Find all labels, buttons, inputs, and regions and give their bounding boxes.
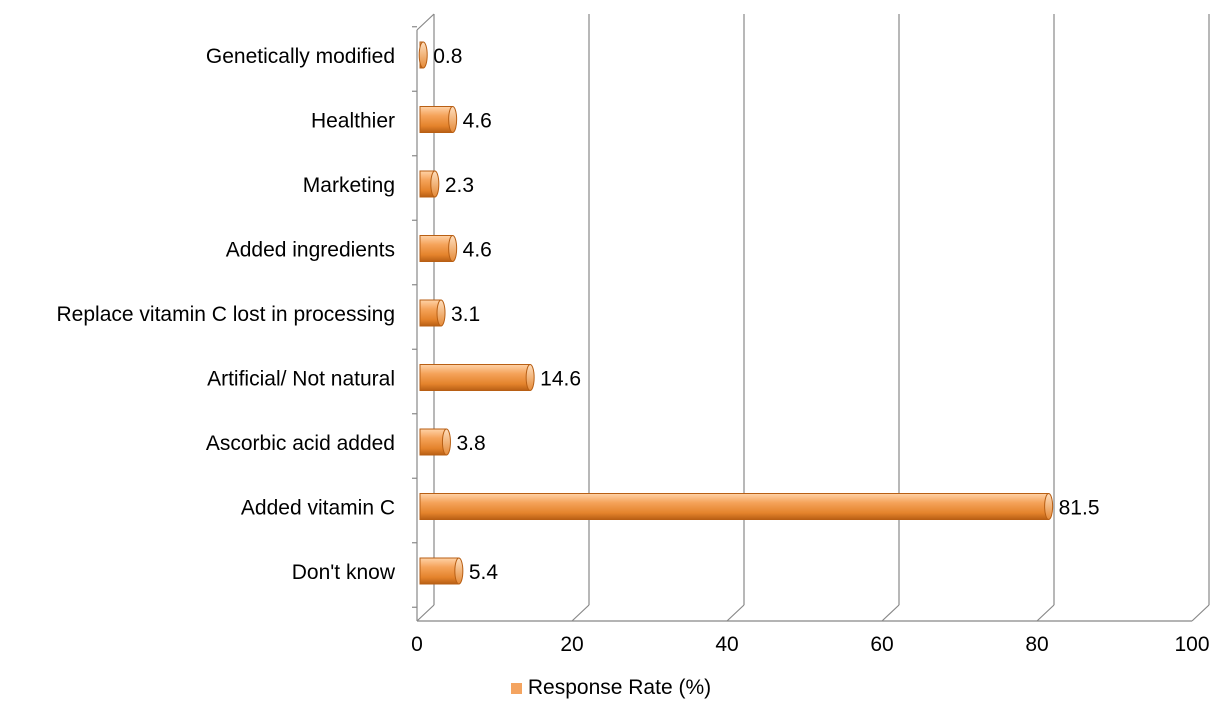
floor-gridline <box>571 604 590 622</box>
bar-body <box>419 106 454 133</box>
data-label: 14.6 <box>540 368 581 391</box>
bar <box>419 557 464 585</box>
bar <box>419 493 1054 520</box>
category-label: Artificial/ Not natural <box>207 368 395 391</box>
bar <box>419 170 440 198</box>
bar-end-cap <box>448 106 458 133</box>
bar-end-cap <box>418 41 428 69</box>
category-label: Ascorbic acid added <box>206 432 395 455</box>
category-label: Genetically modified <box>206 45 395 68</box>
labels: 0 20 40 60 80 100 Genetically modified 0.8 Healt… <box>57 45 1210 656</box>
bar-end-cap <box>1044 493 1054 520</box>
data-label: 5.4 <box>469 561 499 584</box>
category-label: Marketing <box>303 174 395 197</box>
x-tick-label: 20 <box>560 633 583 656</box>
data-label: 0.8 <box>433 45 462 68</box>
x-tick-label: 60 <box>870 633 893 656</box>
data-label: 3.8 <box>456 432 485 455</box>
bar <box>419 106 458 133</box>
bar-end-cap <box>454 557 464 585</box>
bars <box>418 41 1054 585</box>
category-label: Don't know <box>292 561 396 584</box>
floor-gridline <box>416 604 435 622</box>
floor-gridline <box>1036 604 1055 622</box>
x-tick-label: 40 <box>715 633 738 656</box>
axes <box>412 13 1192 622</box>
bar-end-cap <box>430 170 440 198</box>
gridlines <box>416 14 1210 622</box>
legend: Response Rate (%) <box>0 674 1222 702</box>
bar <box>419 428 451 456</box>
data-label: 3.1 <box>451 303 480 326</box>
x-tick-label: 80 <box>1025 633 1048 656</box>
x-tick-label: 0 <box>411 633 423 656</box>
legend-swatch <box>510 682 522 694</box>
data-label: 81.5 <box>1059 497 1100 520</box>
bar <box>419 364 535 391</box>
bar <box>419 235 458 262</box>
bar-body <box>419 493 1050 520</box>
data-label: 4.6 <box>463 110 492 133</box>
bar-end-cap <box>448 235 458 262</box>
bar <box>419 299 446 327</box>
bar <box>418 41 428 69</box>
floor-gridline <box>881 604 900 622</box>
category-label: Added ingredients <box>226 239 395 262</box>
legend-label: Response Rate (%) <box>527 676 712 699</box>
floor-gridline <box>726 604 745 622</box>
bar-body <box>419 235 454 262</box>
category-label: Added vitamin C <box>241 497 395 520</box>
bar-end-cap <box>436 299 446 327</box>
bar-chart: 0 20 40 60 80 100 Genetically modified 0.8 Healt… <box>57 13 1210 656</box>
data-label: 4.6 <box>463 239 492 262</box>
category-label: Healthier <box>311 110 395 133</box>
side-wall-top-edge <box>416 13 435 31</box>
category-label: Replace vitamin C lost in processing <box>57 303 395 326</box>
bar-body <box>419 557 460 585</box>
floor-gridline <box>1191 604 1210 622</box>
bar-end-cap <box>441 428 451 456</box>
bar-end-cap <box>525 364 535 391</box>
bar-body <box>419 364 531 391</box>
x-tick-label: 100 <box>1174 633 1209 656</box>
data-label: 2.3 <box>445 174 474 197</box>
